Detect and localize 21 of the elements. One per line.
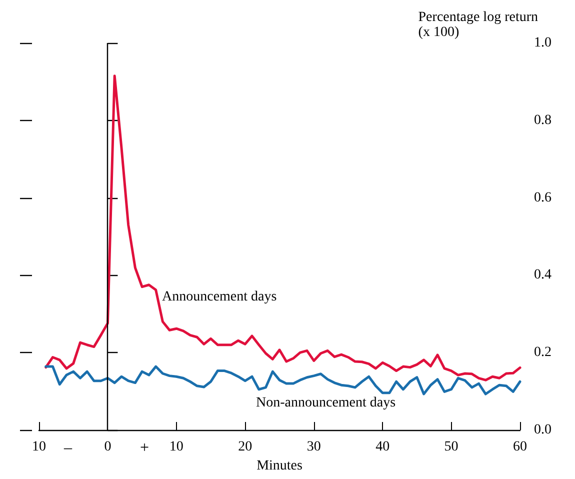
x-tick-label: 10 xyxy=(169,440,184,454)
x-tick-label: 0 xyxy=(104,440,112,454)
y-tick-label: 0.2 xyxy=(534,345,552,360)
y-tick-label: 0.0 xyxy=(534,422,552,438)
y-tick-label: 0.8 xyxy=(534,112,552,128)
x-axis-title: Minutes xyxy=(256,458,302,474)
y-tick-label: 1.0 xyxy=(534,36,552,50)
x-tick-label: 60 xyxy=(513,440,527,454)
text: + xyxy=(140,440,150,456)
x-tick-label: 10 xyxy=(32,440,46,454)
x-tick-label: 50 xyxy=(444,440,458,454)
series-label: Announcement days xyxy=(162,290,277,304)
text: – xyxy=(63,440,73,456)
x-tick-label: 40 xyxy=(376,440,390,454)
y-tick-label: 0.4 xyxy=(534,268,552,283)
series-label: Non-announcement days xyxy=(256,396,396,410)
line-series xyxy=(44,365,522,396)
line-series xyxy=(44,74,522,382)
x-tick-label: 30 xyxy=(306,440,321,454)
y-tick-label: 0.6 xyxy=(534,190,552,206)
x-tick-label: 20 xyxy=(238,440,252,454)
